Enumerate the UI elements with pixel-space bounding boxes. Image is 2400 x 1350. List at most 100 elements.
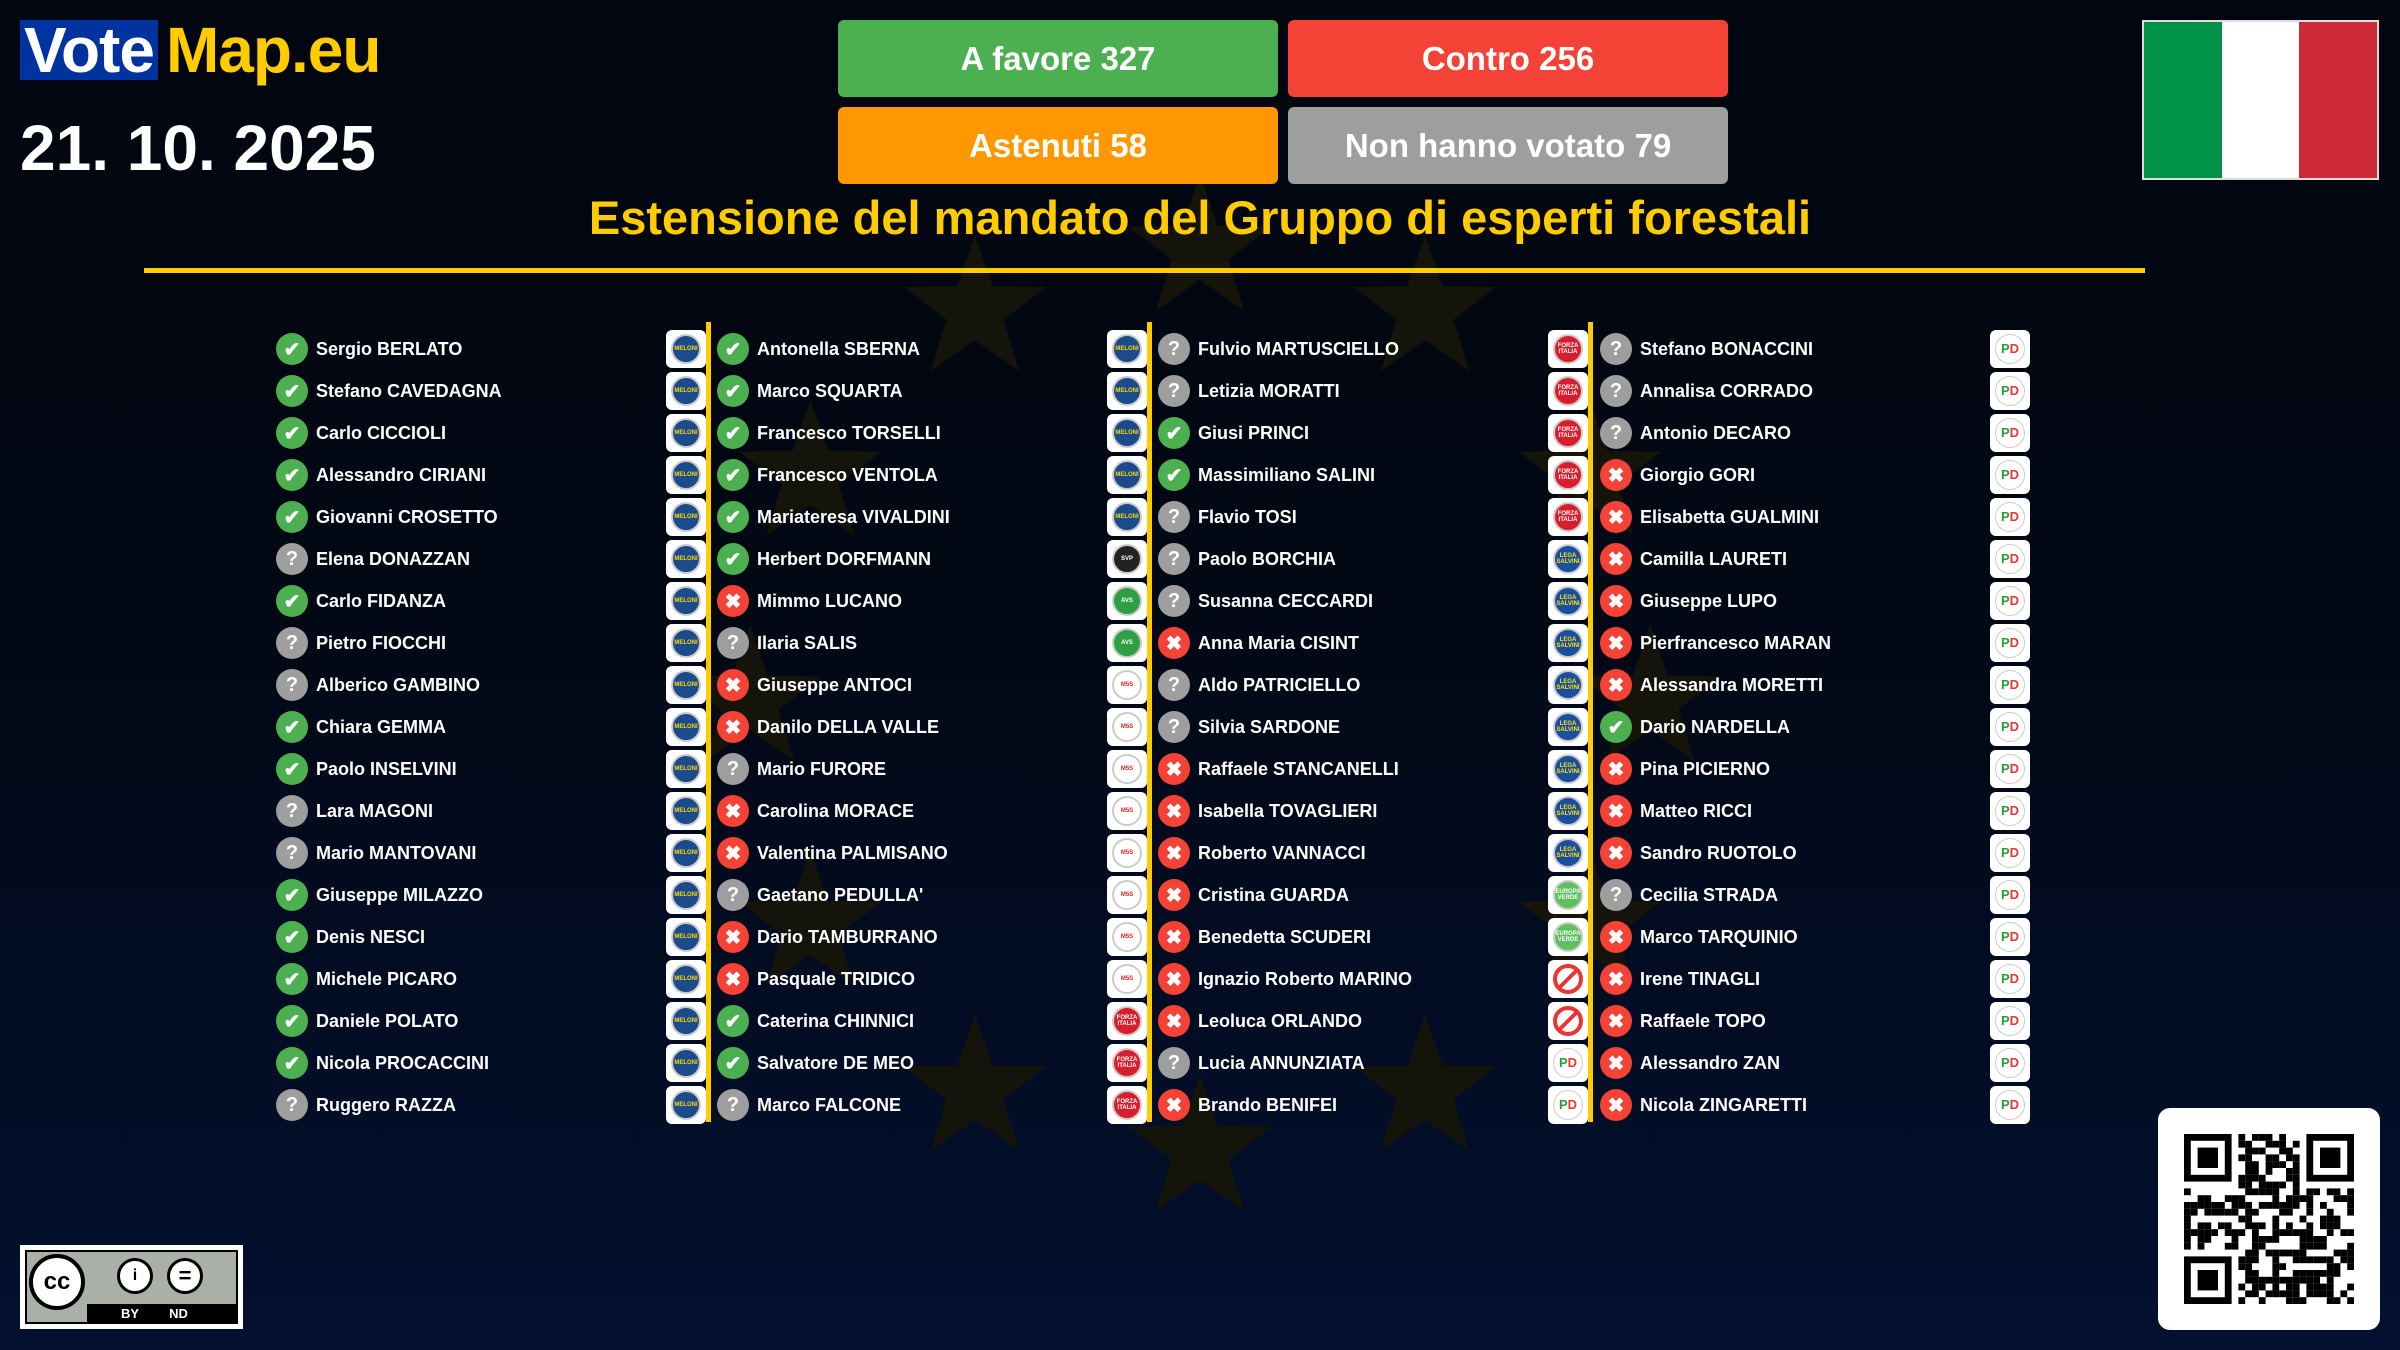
voter-row[interactable]: ✔ Carlo FIDANZA MELONI (276, 580, 706, 622)
voter-row[interactable]: ✖ Elisabetta GUALMINI P D (1600, 496, 2030, 538)
party-logo-fi: FORZA ITALIA (1548, 498, 1588, 536)
voter-row[interactable]: ✖ Raffaele STANCANELLI LEGA SALVINI (1158, 748, 1588, 790)
voter-row[interactable]: ? Ruggero RAZZA MELONI (276, 1084, 706, 1126)
voter-row[interactable]: ✖ Pasquale TRIDICO M5S (717, 958, 1147, 1000)
voter-row[interactable]: ✖ Ignazio Roberto MARINO (1158, 958, 1588, 1000)
voter-name: Dario TAMBURRANO (757, 926, 938, 947)
qr-code[interactable] (2158, 1108, 2380, 1330)
voter-name: Stefano BONACCINI (1640, 338, 1814, 359)
voter-row[interactable]: ✔ Sergio BERLATO MELONI (276, 328, 706, 370)
voter-row[interactable]: ✖ Dario TAMBURRANO M5S (717, 916, 1147, 958)
voter-row[interactable]: ✖ Camilla LAURETI P D (1600, 538, 2030, 580)
voter-row[interactable]: ✖ Pina PICIERNO P D (1600, 748, 2030, 790)
voter-row[interactable]: ✖ Marco TARQUINIO P D (1600, 916, 2030, 958)
voter-name: Letizia MORATTI (1198, 380, 1340, 401)
voter-row[interactable]: ✖ Cristina GUARDA EUROPA VERDE (1158, 874, 1588, 916)
voter-row[interactable]: ✔ Massimiliano SALINI FORZA ITALIA (1158, 454, 1588, 496)
voter-row[interactable]: ✔ Giuseppe MILAZZO MELONI (276, 874, 706, 916)
voter-row[interactable]: ✖ Valentina PALMISANO M5S (717, 832, 1147, 874)
voter-row[interactable]: ? Fulvio MARTUSCIELLO FORZA ITALIA (1158, 328, 1588, 370)
voter-row[interactable]: ✔ Giovanni CROSETTO MELONI (276, 496, 706, 538)
voter-name: Lucia ANNUNZIATA (1198, 1052, 1365, 1073)
voter-row[interactable]: ✔ Daniele POLATO MELONI (276, 1000, 706, 1042)
voter-row[interactable]: ✖ Irene TINAGLI P D (1600, 958, 2030, 1000)
voter-row[interactable]: ✖ Danilo DELLA VALLE M5S (717, 706, 1147, 748)
cc-license-badge[interactable]: cc i = BY ND (20, 1245, 243, 1329)
check-icon: ✔ (276, 879, 308, 911)
voter-row[interactable]: ? Annalisa CORRADO P D (1600, 370, 2030, 412)
voter-row[interactable]: ✔ Denis NESCI MELONI (276, 916, 706, 958)
voter-row[interactable]: ✔ Paolo INSELVINI MELONI (276, 748, 706, 790)
voter-row[interactable]: ? Flavio TOSI FORZA ITALIA (1158, 496, 1588, 538)
voter-row[interactable]: ✔ Nicola PROCACCINI MELONI (276, 1042, 706, 1084)
voter-row[interactable]: ✖ Nicola ZINGARETTI P D (1600, 1084, 2030, 1126)
voter-row[interactable]: ✖ Carolina MORACE M5S (717, 790, 1147, 832)
voter-row[interactable]: ? Elena DONAZZAN MELONI (276, 538, 706, 580)
qr-code-image (2184, 1134, 2354, 1304)
voter-row[interactable]: ✖ Isabella TOVAGLIERI LEGA SALVINI (1158, 790, 1588, 832)
voter-row[interactable]: ✔ Mariateresa VIVALDINI MELONI (717, 496, 1147, 538)
voter-row[interactable]: ? Pietro FIOCCHI MELONI (276, 622, 706, 664)
voter-row[interactable]: ? Letizia MORATTI FORZA ITALIA (1158, 370, 1588, 412)
voter-row[interactable]: ✔ Salvatore DE MEO FORZA ITALIA (717, 1042, 1147, 1084)
voter-row[interactable]: ? Alberico GAMBINO MELONI (276, 664, 706, 706)
cross-icon: ✖ (717, 963, 749, 995)
voter-row[interactable]: ✔ Alessandro CIRIANI MELONI (276, 454, 706, 496)
voter-row[interactable]: ✖ Raffaele TOPO P D (1600, 1000, 2030, 1042)
votemap-logo[interactable]: Vote Map.eu (20, 18, 381, 82)
question-icon: ? (1158, 501, 1190, 533)
voter-column: ? Stefano BONACCINI P D? Annalisa CORRADO P D?… (1600, 328, 2030, 1126)
voter-name: Alessandro CIRIANI (316, 464, 487, 485)
voter-row[interactable]: ✖ Pierfrancesco MARAN P D (1600, 622, 2030, 664)
voter-row[interactable]: ✔ Chiara GEMMA MELONI (276, 706, 706, 748)
voter-row[interactable]: ✔ Herbert DORFMANN SVP (717, 538, 1147, 580)
check-icon: ✔ (276, 711, 308, 743)
voter-row[interactable]: ✔ Stefano CAVEDAGNA MELONI (276, 370, 706, 412)
voter-row[interactable]: ✖ Brando BENIFEI P D (1158, 1084, 1588, 1126)
voter-row[interactable]: ✖ Giuseppe LUPO P D (1600, 580, 2030, 622)
voter-row[interactable]: ? Antonio DECARO P D (1600, 412, 2030, 454)
voter-row[interactable]: ? Ilaria SALIS AVS (717, 622, 1147, 664)
voter-row[interactable]: ? Lara MAGONI MELONI (276, 790, 706, 832)
voter-row[interactable]: ? Susanna CECCARDI LEGA SALVINI (1158, 580, 1588, 622)
voter-row[interactable]: ? Mario FURORE M5S (717, 748, 1147, 790)
voter-row[interactable]: ✔ Marco SQUARTA MELONI (717, 370, 1147, 412)
voter-row[interactable]: ✔ Francesco TORSELLI MELONI (717, 412, 1147, 454)
voter-row[interactable]: ✖ Matteo RICCI P D (1600, 790, 2030, 832)
voter-name: Roberto VANNACCI (1198, 842, 1366, 863)
voter-row[interactable]: ? Mario MANTOVANI MELONI (276, 832, 706, 874)
voter-row[interactable]: ✖ Mimmo LUCANO AVS (717, 580, 1147, 622)
voter-row[interactable]: ✖ Anna Maria CISINT LEGA SALVINI (1158, 622, 1588, 664)
voter-row[interactable]: ✖ Leoluca ORLANDO (1158, 1000, 1588, 1042)
voter-name: Valentina PALMISANO (757, 842, 948, 863)
voter-row[interactable]: ? Lucia ANNUNZIATA P D (1158, 1042, 1588, 1084)
voter-row[interactable]: ✔ Francesco VENTOLA MELONI (717, 454, 1147, 496)
voter-row[interactable]: ✖ Benedetta SCUDERI EUROPA VERDE (1158, 916, 1588, 958)
party-logo-fi: FORZA ITALIA (1548, 414, 1588, 452)
voter-row[interactable]: ✔ Antonella SBERNA MELONI (717, 328, 1147, 370)
party-logo-fdi: MELONI (666, 1002, 706, 1040)
voter-row[interactable]: ✔ Caterina CHINNICI FORZA ITALIA (717, 1000, 1147, 1042)
voter-row[interactable]: ✖ Alessandro ZAN P D (1600, 1042, 2030, 1084)
party-logo-lega: LEGA SALVINI (1548, 750, 1588, 788)
voter-row[interactable]: ? Stefano BONACCINI P D (1600, 328, 2030, 370)
eu-star (1353, 1014, 1497, 1151)
voter-row[interactable]: ✔ Dario NARDELLA P D (1600, 706, 2030, 748)
voter-row[interactable]: ? Marco FALCONE FORZA ITALIA (717, 1084, 1147, 1126)
voter-row[interactable]: ? Gaetano PEDULLA' M5S (717, 874, 1147, 916)
voter-row[interactable]: ✖ Roberto VANNACCI LEGA SALVINI (1158, 832, 1588, 874)
voter-row[interactable]: ? Cecilia STRADA P D (1600, 874, 2030, 916)
voter-row[interactable]: ✔ Giusi PRINCI FORZA ITALIA (1158, 412, 1588, 454)
voter-row[interactable]: ✔ Michele PICARO MELONI (276, 958, 706, 1000)
voter-row[interactable]: ? Paolo BORCHIA LEGA SALVINI (1158, 538, 1588, 580)
voter-row[interactable]: ✖ Alessandra MORETTI P D (1600, 664, 2030, 706)
voter-name: Matteo RICCI (1640, 800, 1752, 821)
voter-row[interactable]: ? Aldo PATRICIELLO LEGA SALVINI (1158, 664, 1588, 706)
voter-row[interactable]: ✖ Giorgio GORI P D (1600, 454, 2030, 496)
voter-row[interactable]: ✔ Carlo CICCIOLI MELONI (276, 412, 706, 454)
voter-row[interactable]: ✖ Giuseppe ANTOCI M5S (717, 664, 1147, 706)
party-logo-fdi: MELONI (666, 414, 706, 452)
voter-row[interactable]: ✖ Sandro RUOTOLO P D (1600, 832, 2030, 874)
voter-row[interactable]: ? Silvia SARDONE LEGA SALVINI (1158, 706, 1588, 748)
